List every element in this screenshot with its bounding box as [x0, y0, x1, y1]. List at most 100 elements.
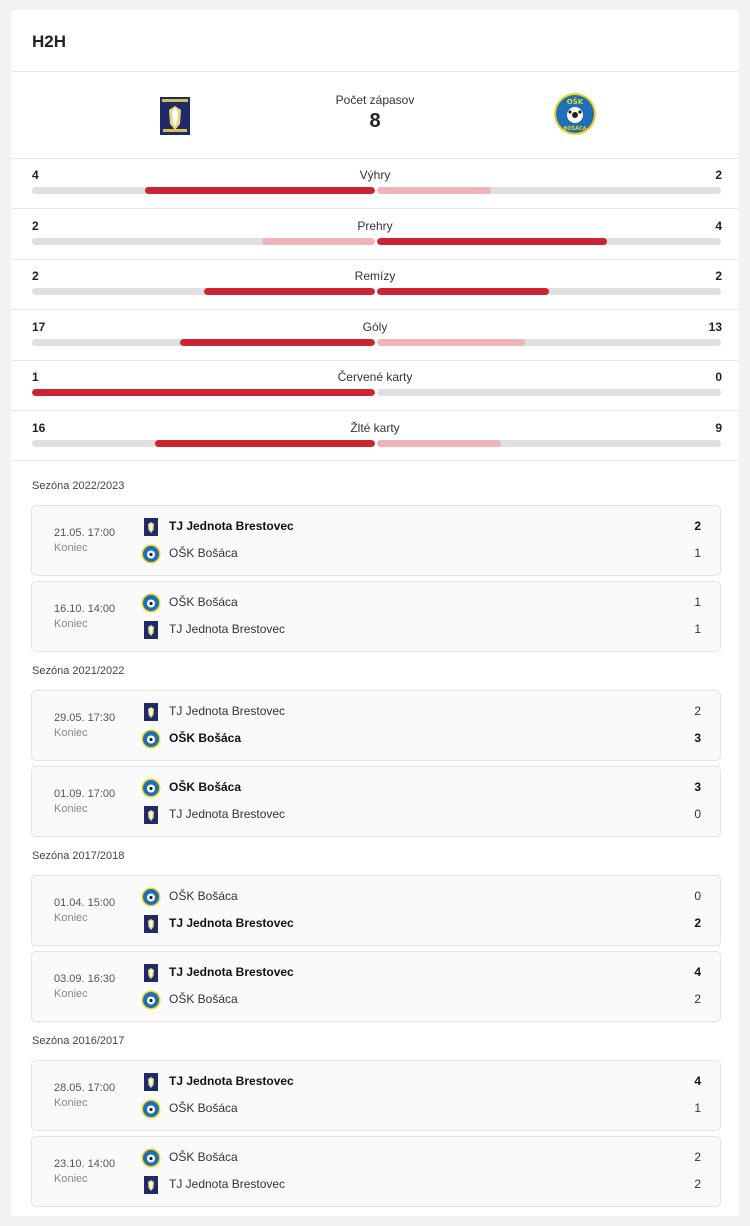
bosaca-crest-icon [141, 1099, 161, 1119]
match-card[interactable]: 29.05. 17:30 Koniec TJ Jednota Brestovec 2 O… [31, 690, 721, 761]
stat-name: Červené karty [337, 370, 413, 384]
stat-row: 2 Remízy 2 [11, 259, 739, 309]
match-count-label: Počet zápasov [335, 93, 415, 107]
team-score: 1 [694, 621, 701, 636]
season-label: Sezóna 2021/2022 [32, 665, 125, 677]
team-score: 0 [694, 889, 701, 903]
brestovec-crest-icon [141, 517, 161, 537]
stat-home-bar [32, 237, 375, 245]
stat-home-value: 17 [32, 319, 46, 334]
team-name: TJ Jednota Brestovec [169, 916, 294, 930]
away-crest-lettering-top: OŠK [567, 97, 584, 106]
match-team-row: OŠK Bošáca 2 [141, 988, 701, 1012]
match-date: 21.05. 17:00 [54, 527, 116, 539]
match-status: Koniec [54, 727, 88, 739]
divider [11, 71, 739, 72]
match-card[interactable]: 03.09. 16:30 Koniec TJ Jednota Brestovec 4 O… [31, 950, 721, 1022]
match-team-row: TJ Jednota Brestovec 4 [141, 1070, 701, 1094]
h2h-summary: Počet zápasov 8 OŠK BOŠÁCA [11, 72, 739, 158]
home-team-crest[interactable] [153, 94, 197, 138]
match-card[interactable]: 01.04. 15:00 Koniec OŠK Bošáca 0 TJ Jednota … [31, 875, 721, 946]
team-score: 4 [694, 964, 701, 979]
stat-home-value: 1 [32, 370, 39, 384]
stat-name: Góly [362, 319, 388, 334]
match-card[interactable]: 23.10. 14:00 Koniec OŠK Bošáca 2 TJ Jednota … [31, 1135, 721, 1207]
match-card[interactable]: 28.05. 17:00 Koniec TJ Jednota Brestovec 4 O… [31, 1060, 721, 1131]
match-card[interactable]: 21.05. 17:00 Koniec TJ Jednota Brestovec 2 O… [31, 505, 721, 576]
divider [11, 258, 739, 260]
stat-away-fill [377, 338, 525, 346]
match-status: Koniec [54, 1172, 88, 1185]
team-name: TJ Jednota Brestovec [169, 621, 286, 636]
stat-home-value: 4 [32, 168, 39, 182]
stat-away-value: 2 [715, 168, 722, 182]
stat-away-bar [377, 389, 721, 396]
stat-home-fill [155, 439, 375, 447]
match-date: 01.09. 17:00 [54, 787, 116, 800]
away-crest-lettering-bottom: BOŠÁCA [563, 125, 586, 132]
stat-home-bar [32, 187, 375, 194]
stat-home-bar [32, 338, 375, 346]
stat-away-bar [377, 288, 721, 295]
brestovec-crest-icon [141, 1072, 161, 1092]
brestovec-crest-icon [141, 620, 161, 640]
stat-away-fill [377, 187, 491, 194]
stat-home-fill [203, 288, 375, 295]
stat-name: Remízy [354, 269, 396, 283]
match-card[interactable]: 16.10. 14:00 Koniec OŠK Bošáca 1 TJ Jednota … [31, 580, 721, 652]
team-name: OŠK Bošáca [169, 779, 242, 794]
team-score: 0 [694, 806, 701, 821]
bosaca-crest-icon [141, 1148, 161, 1168]
divider [11, 309, 739, 310]
team-score: 2 [694, 991, 701, 1006]
match-team-row: OŠK Bošáca 2 [141, 1146, 701, 1170]
stat-away-value: 4 [715, 218, 722, 233]
match-team-row: TJ Jednota Brestovec 1 [141, 618, 701, 642]
stat-home-value: 2 [32, 218, 39, 233]
bosaca-crest-icon [141, 593, 161, 613]
team-score: 2 [694, 916, 701, 930]
match-count-value: 8 [369, 110, 381, 132]
match-status: Koniec [54, 912, 88, 924]
stat-home-value: 16 [32, 420, 46, 435]
stat-away-bar [377, 338, 721, 346]
stat-row: 17 Góly 13 [11, 310, 739, 360]
match-date: 16.10. 14:00 [54, 602, 116, 615]
match-team-row: OŠK Bošáca 1 [141, 542, 701, 566]
match-team-row: OŠK Bošáca 0 [141, 885, 701, 909]
match-status: Koniec [54, 617, 88, 630]
team-score: 2 [694, 704, 701, 718]
match-date: 28.05. 17:00 [54, 1082, 116, 1094]
team-score: 1 [694, 594, 701, 609]
match-date: 01.04. 15:00 [54, 897, 116, 909]
team-score: 2 [694, 1149, 701, 1164]
match-card[interactable]: 01.09. 17:00 Koniec OŠK Bošáca 3 TJ Jednota … [31, 765, 721, 837]
team-score: 4 [694, 1074, 701, 1088]
match-status: Koniec [54, 1097, 88, 1109]
divider [11, 359, 739, 361]
divider [11, 158, 739, 159]
stat-away-value: 9 [715, 420, 722, 435]
stat-away-bar [377, 439, 721, 447]
bosaca-crest-icon [141, 887, 161, 907]
bosaca-crest-icon [141, 729, 161, 749]
stat-name: Žlté karty [350, 420, 400, 435]
team-score: 1 [694, 1101, 701, 1115]
match-team-row: OŠK Bošáca 3 [141, 727, 701, 751]
away-team-crest[interactable]: OŠK BOŠÁCA [553, 92, 597, 136]
divider [11, 410, 739, 411]
team-name: OŠK Bošáca [169, 731, 242, 745]
match-team-row: TJ Jednota Brestovec 0 [141, 803, 701, 827]
brestovec-crest-icon [141, 702, 161, 722]
stat-away-value: 13 [708, 319, 722, 334]
season-label: Sezóna 2017/2018 [32, 850, 125, 862]
team-name: OŠK Bošáca [169, 546, 238, 560]
team-score: 1 [694, 546, 701, 560]
team-name: TJ Jednota Brestovec [169, 1074, 294, 1088]
match-date: 29.05. 17:30 [54, 712, 116, 724]
match-team-row: TJ Jednota Brestovec 4 [141, 961, 701, 985]
stat-name: Výhry [359, 168, 391, 182]
stat-away-fill [377, 237, 608, 245]
season-label: Sezóna 2022/2023 [32, 480, 125, 492]
team-score: 3 [694, 731, 701, 745]
